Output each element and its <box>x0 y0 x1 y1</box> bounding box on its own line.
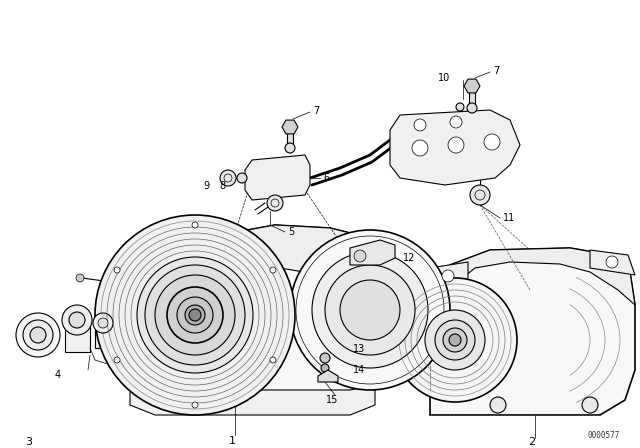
Circle shape <box>23 320 53 350</box>
Circle shape <box>425 310 485 370</box>
Circle shape <box>435 320 475 360</box>
Circle shape <box>490 397 506 413</box>
Circle shape <box>167 287 223 343</box>
Text: 11: 11 <box>503 213 515 223</box>
Circle shape <box>69 312 85 328</box>
Polygon shape <box>130 385 375 415</box>
Polygon shape <box>318 370 338 382</box>
Polygon shape <box>155 225 395 400</box>
Circle shape <box>76 274 84 282</box>
Polygon shape <box>65 318 90 352</box>
Circle shape <box>95 215 295 415</box>
Circle shape <box>470 185 490 205</box>
Circle shape <box>412 140 428 156</box>
Circle shape <box>285 143 295 153</box>
Circle shape <box>145 265 245 365</box>
Circle shape <box>582 397 598 413</box>
Text: 7: 7 <box>313 106 319 116</box>
Circle shape <box>62 305 92 335</box>
Text: 10: 10 <box>438 73 450 83</box>
Circle shape <box>325 265 415 355</box>
Circle shape <box>155 275 235 355</box>
Circle shape <box>137 257 253 373</box>
Circle shape <box>267 195 283 211</box>
Circle shape <box>93 313 113 333</box>
Polygon shape <box>245 155 310 200</box>
Circle shape <box>456 103 464 111</box>
Circle shape <box>185 305 205 325</box>
Polygon shape <box>95 322 112 348</box>
Circle shape <box>414 119 426 131</box>
Text: 7: 7 <box>493 66 499 76</box>
Circle shape <box>448 137 464 153</box>
Circle shape <box>114 267 120 273</box>
Circle shape <box>290 230 450 390</box>
Circle shape <box>354 250 366 262</box>
Bar <box>287 130 293 148</box>
Text: 0000577: 0000577 <box>588 431 620 440</box>
Circle shape <box>443 328 467 352</box>
Circle shape <box>484 134 500 150</box>
Text: 8: 8 <box>219 181 225 191</box>
Circle shape <box>114 357 120 363</box>
Text: 4: 4 <box>55 370 61 380</box>
Text: 15: 15 <box>326 395 338 405</box>
Polygon shape <box>172 225 395 310</box>
Circle shape <box>270 267 276 273</box>
Circle shape <box>442 270 454 282</box>
Circle shape <box>237 173 247 183</box>
Circle shape <box>467 103 477 113</box>
Circle shape <box>192 222 198 228</box>
Circle shape <box>321 364 329 372</box>
Polygon shape <box>350 240 395 265</box>
Circle shape <box>320 353 330 363</box>
Circle shape <box>177 297 213 333</box>
Polygon shape <box>590 250 635 275</box>
Text: 14: 14 <box>353 365 365 375</box>
Circle shape <box>449 334 461 346</box>
Text: 5: 5 <box>288 227 294 237</box>
Circle shape <box>340 280 400 340</box>
Text: 13: 13 <box>353 344 365 354</box>
Text: 1: 1 <box>228 436 236 446</box>
Polygon shape <box>390 110 520 185</box>
Circle shape <box>16 313 60 357</box>
Circle shape <box>393 278 517 402</box>
Circle shape <box>192 402 198 408</box>
Text: 12: 12 <box>403 253 415 263</box>
Circle shape <box>30 327 46 343</box>
Circle shape <box>606 256 618 268</box>
Polygon shape <box>430 262 468 290</box>
Text: 3: 3 <box>25 437 32 447</box>
Circle shape <box>450 116 462 128</box>
Polygon shape <box>450 248 635 305</box>
Circle shape <box>189 309 201 321</box>
Circle shape <box>270 357 276 363</box>
Circle shape <box>220 170 236 186</box>
Text: 9: 9 <box>204 181 210 191</box>
Circle shape <box>98 318 108 328</box>
Bar <box>469 90 475 108</box>
Text: 2: 2 <box>529 437 536 447</box>
Text: 6: 6 <box>323 173 329 183</box>
Polygon shape <box>430 248 635 415</box>
Circle shape <box>312 252 428 368</box>
